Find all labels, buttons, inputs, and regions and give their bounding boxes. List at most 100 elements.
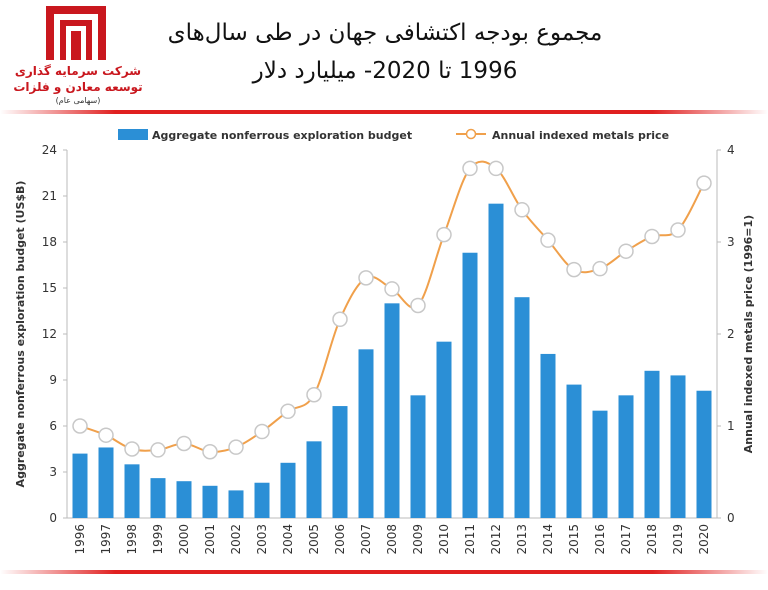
bar — [254, 482, 270, 518]
bar — [98, 447, 114, 518]
bar — [176, 481, 192, 518]
y-left-tick-label: 21 — [42, 189, 57, 203]
x-tick-label: 2003 — [255, 524, 269, 555]
y-right-tick-label: 0 — [727, 511, 735, 525]
x-tick-label: 2014 — [541, 524, 555, 555]
x-tick-label: 2011 — [463, 524, 477, 555]
bar — [540, 353, 556, 518]
bar — [488, 203, 504, 518]
x-tick-label: 2012 — [489, 524, 503, 555]
price-point — [124, 441, 140, 457]
company-logo: شرکت سرمایه گذاری توسعه معادن و فلزات (س… — [8, 4, 148, 105]
price-point — [410, 297, 426, 314]
y-left-tick-label: 0 — [49, 511, 57, 525]
bar — [566, 384, 582, 518]
price-point — [150, 442, 166, 458]
x-tick-label: 2016 — [593, 524, 607, 555]
legend-line-label: Annual indexed metals price — [492, 129, 669, 142]
x-tick-label: 2007 — [359, 524, 373, 555]
bar — [332, 406, 348, 518]
x-tick-label: 1998 — [125, 524, 139, 555]
bar — [358, 349, 374, 518]
logo-mark-icon — [46, 6, 106, 60]
logo-text-line3: (سهامی عام) — [55, 96, 101, 105]
legend-bar-label: Aggregate nonferrous exploration budget — [152, 129, 412, 142]
x-tick-label: 2006 — [333, 524, 347, 555]
price-point — [488, 160, 504, 177]
price-point — [540, 232, 556, 248]
x-tick-label: 2017 — [619, 524, 633, 555]
price-point — [332, 311, 348, 328]
x-axis-ticks: 1996 1997 1998 1999 2000 2001 2002 2003 2004 2005… — [73, 524, 711, 555]
bar — [202, 485, 218, 518]
price-point — [696, 175, 712, 191]
x-tick-label: 1999 — [151, 524, 165, 555]
x-tick-label: 2000 — [177, 524, 191, 555]
y-right-tick-label: 4 — [727, 143, 735, 157]
bar — [644, 370, 660, 518]
y-left-tick-label: 3 — [49, 465, 57, 479]
price-point — [254, 423, 270, 440]
x-tick-label: 2009 — [411, 524, 425, 555]
bar — [150, 478, 166, 518]
x-tick-label: 2018 — [645, 524, 659, 555]
price-point — [644, 228, 660, 245]
top-divider — [0, 110, 768, 114]
x-tick-label: 2008 — [385, 524, 399, 555]
x-tick-label: 2004 — [281, 524, 295, 555]
y-right-tick-label: 1 — [727, 419, 735, 433]
x-tick-label: 2005 — [307, 524, 321, 555]
price-point — [202, 444, 218, 460]
x-tick-label: 1996 — [73, 524, 87, 555]
price-point — [306, 386, 322, 403]
price-point — [98, 427, 114, 443]
price-point — [670, 222, 686, 238]
x-tick-label: 2010 — [437, 524, 451, 555]
bar — [72, 453, 88, 518]
price-point — [592, 260, 608, 277]
x-tick-label: 2019 — [671, 524, 685, 555]
y-left-tick-label: 6 — [49, 419, 57, 433]
y-axis-right-ticks: 0 1 2 3 4 — [717, 143, 735, 525]
bar — [280, 462, 296, 518]
price-point — [566, 261, 582, 278]
legend-bar-swatch — [118, 129, 148, 140]
bar — [514, 297, 530, 518]
bar — [618, 395, 634, 518]
y-right-tick-label: 3 — [727, 235, 735, 249]
bar — [696, 390, 712, 518]
y-left-tick-label: 15 — [42, 281, 57, 295]
x-tick-label: 2001 — [203, 524, 217, 555]
bar — [124, 464, 140, 518]
bar-series — [72, 203, 712, 518]
bar — [306, 441, 322, 518]
bar — [670, 375, 686, 518]
bar — [410, 395, 426, 518]
x-tick-label: 2020 — [697, 524, 711, 555]
price-point — [618, 243, 634, 259]
legend-line-marker — [465, 128, 477, 140]
bottom-divider — [0, 570, 768, 574]
exploration-budget-chart: Aggregate nonferrous exploration budget … — [14, 128, 755, 555]
price-point — [228, 439, 244, 455]
y-left-tick-label: 24 — [42, 143, 57, 157]
price-line-series — [72, 160, 712, 460]
y-axis-left-title: Aggregate nonferrous exploration budget … — [14, 181, 27, 488]
bar — [462, 252, 478, 518]
y-left-tick-label: 9 — [49, 373, 57, 387]
bar — [228, 490, 244, 518]
y-right-tick-label: 2 — [727, 327, 735, 341]
chart-legend: Aggregate nonferrous exploration budget … — [118, 128, 669, 142]
page-title-line1: مجموع بودجه اکتشافی جهان در طی سال‌های — [167, 20, 603, 46]
logo-text-line1: شرکت سرمایه گذاری — [14, 64, 142, 78]
price-point — [176, 435, 192, 452]
bar — [384, 303, 400, 518]
price-point — [384, 281, 400, 297]
page-title-line2: 1996 تا 2020- میلیارد دلار — [252, 58, 518, 84]
bar — [436, 341, 452, 518]
price-point — [72, 418, 88, 434]
price-point — [436, 226, 452, 243]
bar — [592, 410, 608, 518]
price-point — [280, 403, 296, 420]
x-tick-label: 2015 — [567, 524, 581, 555]
